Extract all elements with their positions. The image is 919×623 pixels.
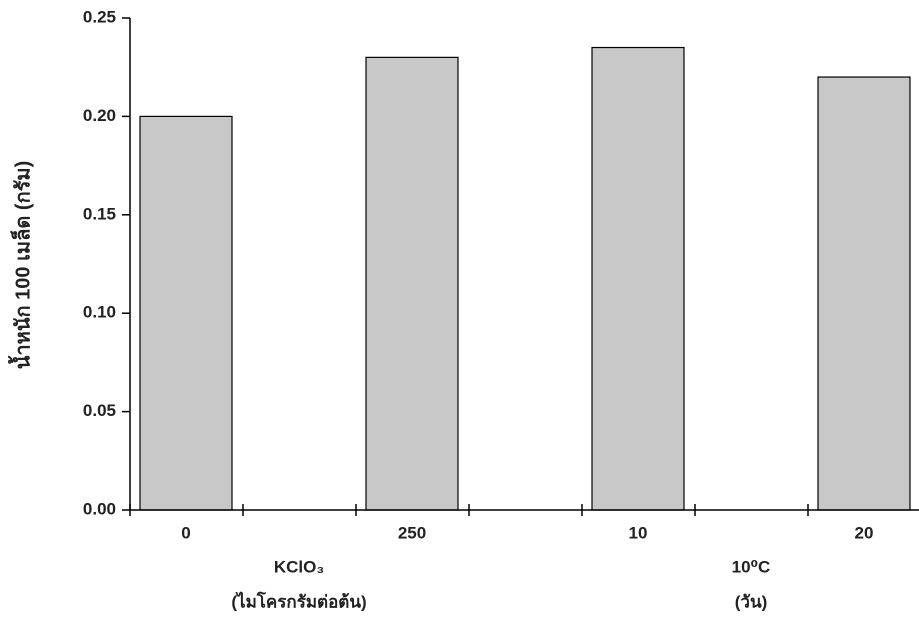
y-tick-label: 0.20 (83, 106, 116, 125)
x-tick-label: 10 (629, 523, 648, 542)
y-tick-label: 0.10 (83, 303, 116, 322)
group-label: 10⁰C (732, 557, 771, 576)
bar (817, 76, 911, 511)
y-tick-label: 0.05 (83, 401, 116, 420)
y-axis-label: น้ำหนัก 100 เมล็ด (กรัม) (7, 161, 34, 370)
y-tick-label: 0.25 (83, 7, 116, 26)
group-unit: (ไมโครกรัมต่อต้น) (231, 591, 366, 611)
y-tick-label: 0.15 (83, 204, 116, 223)
bar (365, 56, 459, 511)
x-tick-label: 0 (181, 523, 190, 542)
bar (591, 46, 685, 511)
group-label: KClO₃ (274, 557, 324, 576)
x-tick-label: 250 (398, 523, 426, 542)
group-unit: (วัน) (735, 592, 768, 611)
y-tick-label: 0.00 (83, 499, 116, 518)
x-tick-label: 20 (855, 523, 874, 542)
bar (139, 115, 233, 511)
